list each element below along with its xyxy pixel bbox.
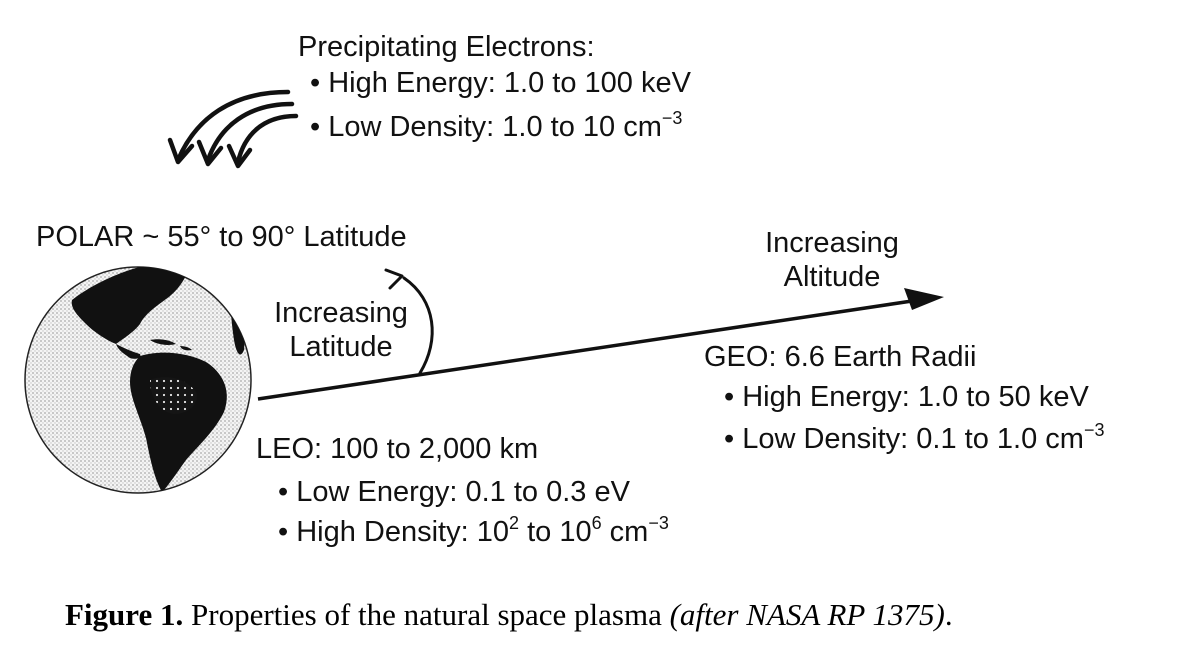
altitude-line2: Altitude [783,261,881,293]
precipitating-energy: • High Energy: 1.0 to 100 keV [310,66,691,100]
bullet: • [310,111,321,143]
geo-energy-text: High Energy: 1.0 to 50 keV [742,381,1089,413]
precipitating-electron-arrows-icon [167,89,299,169]
increasing-latitude-label: Increasing Latitude [256,296,426,364]
precipitating-density-exponent: −3 [661,108,683,128]
altitude-line1: Increasing [765,227,899,259]
precipitating-electrons-title: Precipitating Electrons: [298,31,595,63]
latitude-arrow-icon [384,268,434,375]
figure-label: Figure 1. [65,597,184,632]
bullet: • [724,381,735,413]
precipitating-density: • Low Density: 1.0 to 10 cm−3 [310,108,683,144]
precipitating-energy-text: High Energy: 1.0 to 100 keV [328,67,691,99]
leo-density: • High Density: 102 to 106 cm−3 [278,513,669,549]
leo-density-exp-a: 2 [509,513,520,533]
earth-globe-icon [24,266,252,494]
leo-density-text-c: cm [601,516,649,548]
figure-caption: Figure 1. Properties of the natural spac… [65,596,953,634]
geo-density: • Low Density: 0.1 to 1.0 cm−3 [724,420,1105,456]
bullet: • [278,516,289,548]
leo-energy-text: Low Energy: 0.1 to 0.3 eV [296,476,630,508]
leo-density-exp-b: 6 [591,513,602,533]
latitude-line2: Latitude [289,331,393,363]
increasing-altitude-label: Increasing Altitude [740,226,924,294]
leo-density-exp-c: −3 [648,513,669,533]
bullet: • [724,423,735,455]
caption-source: (after NASA RP 1375) [669,597,945,632]
latitude-line1: Increasing [274,297,408,329]
leo-density-text-b: to 10 [519,516,592,548]
leo-density-text-a: High Density: 10 [296,516,509,548]
geo-density-exponent: −3 [1083,420,1105,440]
bullet: • [278,476,289,508]
polar-latitude-label: POLAR ~ 55° to 90° Latitude [36,221,407,253]
bullet: • [310,67,321,99]
geo-density-text: Low Density: 0.1 to 1.0 cm [742,423,1084,455]
leo-energy: • Low Energy: 0.1 to 0.3 eV [278,475,630,509]
precipitating-density-text: Low Density: 1.0 to 10 cm [328,111,662,143]
geo-title: GEO: 6.6 Earth Radii [704,341,977,373]
altitude-arrow-icon [257,288,944,401]
caption-text: Properties of the natural space plasma [183,597,670,632]
geo-energy: • High Energy: 1.0 to 50 keV [724,380,1089,414]
leo-title: LEO: 100 to 2,000 km [256,433,539,465]
caption-end: . [944,597,953,632]
